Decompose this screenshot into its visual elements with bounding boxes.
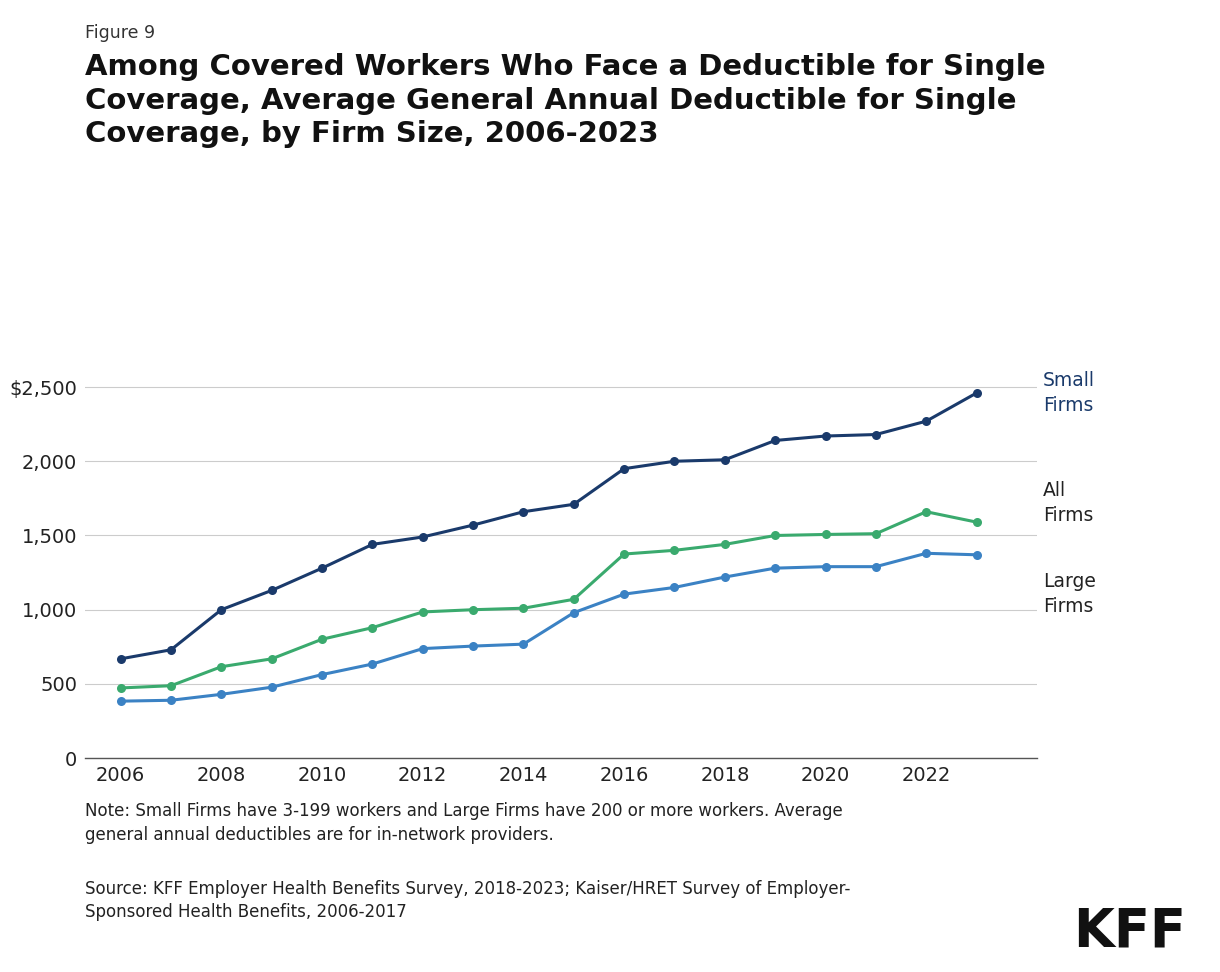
Text: Small
Firms: Small Firms [1043,371,1096,415]
Text: Note: Small Firms have 3-199 workers and Large Firms have 200 or more workers. A: Note: Small Firms have 3-199 workers and… [85,802,843,844]
Text: Among Covered Workers Who Face a Deductible for Single
Coverage, Average General: Among Covered Workers Who Face a Deducti… [85,53,1046,149]
Text: KFF: KFF [1074,906,1187,957]
Text: All
Firms: All Firms [1043,481,1093,525]
Text: Source: KFF Employer Health Benefits Survey, 2018-2023; Kaiser/HRET Survey of Em: Source: KFF Employer Health Benefits Sur… [85,880,850,921]
Text: Large
Firms: Large Firms [1043,572,1096,615]
Text: Figure 9: Figure 9 [85,24,155,43]
